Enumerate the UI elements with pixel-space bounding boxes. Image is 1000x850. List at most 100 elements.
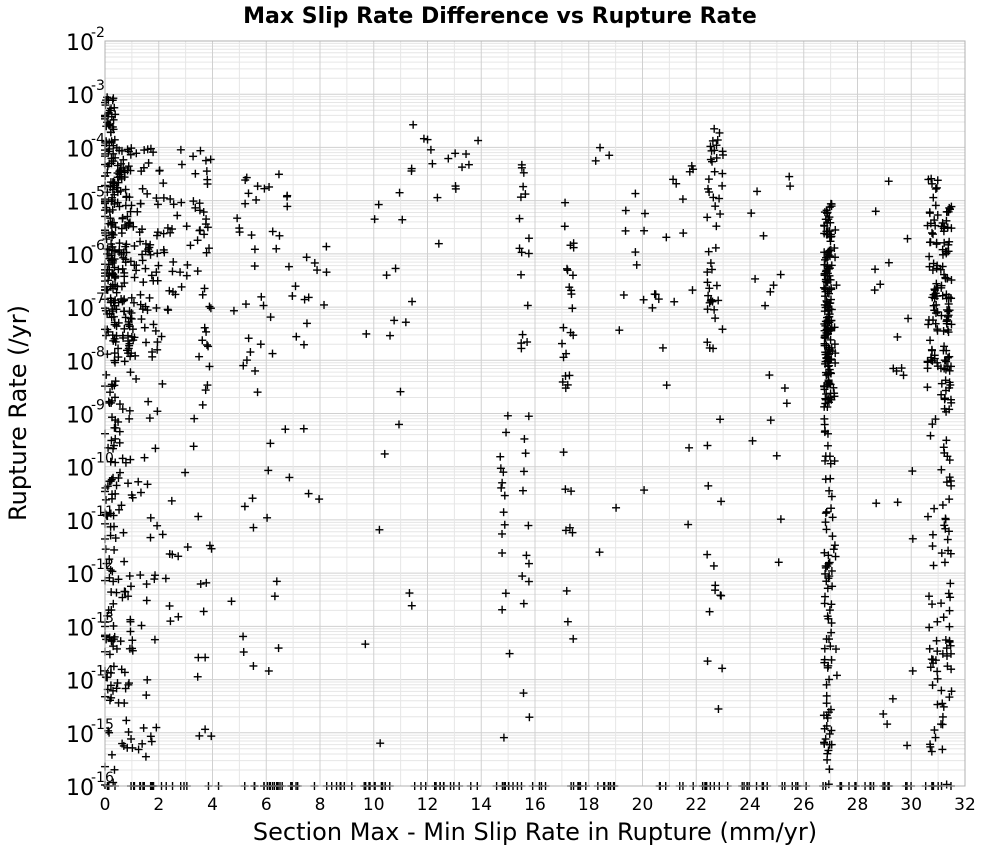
data-point xyxy=(106,668,115,677)
data-point xyxy=(879,709,888,718)
data-point xyxy=(710,146,719,155)
data-point xyxy=(782,399,791,408)
data-point xyxy=(152,268,161,277)
data-point xyxy=(940,364,949,373)
data-point xyxy=(766,416,775,425)
data-point xyxy=(500,491,509,500)
data-point xyxy=(938,712,947,721)
data-point xyxy=(923,221,932,230)
data-point xyxy=(239,632,248,641)
chart-title: Max Slip Rate Difference vs Rupture Rate xyxy=(243,4,757,29)
data-point xyxy=(386,331,395,340)
data-point xyxy=(827,566,836,575)
data-point xyxy=(108,567,117,576)
y-tick-label: 10-16 xyxy=(66,770,114,801)
data-point xyxy=(711,581,720,590)
data-point xyxy=(565,371,574,380)
data-point xyxy=(940,342,949,351)
y-tick-exponent: -4 xyxy=(91,131,105,147)
data-point xyxy=(119,253,128,262)
data-point xyxy=(944,247,953,256)
data-point xyxy=(106,566,115,575)
data-point xyxy=(174,612,183,621)
data-point xyxy=(110,334,119,343)
data-point xyxy=(132,149,141,158)
data-point xyxy=(176,268,185,277)
data-point xyxy=(177,282,186,291)
data-point xyxy=(128,325,137,334)
x-tick-label: 24 xyxy=(739,795,761,815)
data-point xyxy=(200,230,209,239)
data-point xyxy=(119,333,128,342)
data-point xyxy=(288,291,297,300)
data-point xyxy=(107,240,116,249)
data-point xyxy=(134,477,143,486)
data-point xyxy=(409,120,418,129)
data-point xyxy=(928,179,937,188)
data-point xyxy=(563,617,572,626)
data-point xyxy=(253,388,262,397)
data-point xyxy=(120,278,129,287)
data-point xyxy=(137,621,146,630)
data-point xyxy=(776,515,785,524)
data-point xyxy=(202,248,211,257)
data-point xyxy=(714,704,723,713)
data-point xyxy=(124,728,133,737)
data-point xyxy=(164,306,173,315)
data-point xyxy=(639,295,648,304)
data-point xyxy=(908,467,917,476)
x-axis-label: Section Max - Min Slip Rate in Rupture (… xyxy=(253,818,817,846)
data-point xyxy=(153,338,162,347)
data-point xyxy=(370,215,379,224)
data-point xyxy=(521,190,530,199)
data-point xyxy=(458,163,467,172)
data-point xyxy=(942,436,951,445)
data-point xyxy=(830,340,839,349)
data-point xyxy=(108,96,117,105)
data-point xyxy=(122,193,131,202)
data-point xyxy=(282,192,291,201)
data-point xyxy=(828,347,837,356)
data-point xyxy=(904,314,913,323)
y-tick-exponent: -5 xyxy=(91,185,105,201)
data-point xyxy=(106,509,115,518)
data-point xyxy=(820,599,829,608)
y-tick-base: 10 xyxy=(66,723,94,748)
data-point xyxy=(820,644,829,653)
data-point xyxy=(157,332,166,341)
data-point xyxy=(201,156,210,165)
data-point xyxy=(765,371,774,380)
data-point xyxy=(101,545,110,554)
y-axis-ticks: 10-1610-1510-1410-1310-1210-1110-1010-91… xyxy=(66,25,114,801)
data-point xyxy=(521,449,530,458)
x-tick-label: 10 xyxy=(363,795,385,815)
data-point xyxy=(136,199,145,208)
y-tick-exponent: -6 xyxy=(91,238,105,254)
data-point xyxy=(125,414,134,423)
data-point xyxy=(395,188,404,197)
data-point xyxy=(299,424,308,433)
data-point xyxy=(872,499,881,508)
data-point xyxy=(567,487,576,496)
data-point xyxy=(525,713,534,722)
data-point xyxy=(612,503,621,512)
data-point xyxy=(946,362,955,371)
data-point xyxy=(831,253,840,262)
data-point xyxy=(926,238,935,247)
data-point xyxy=(196,579,205,588)
data-point xyxy=(199,208,208,217)
data-point xyxy=(253,182,262,191)
data-point xyxy=(823,329,832,338)
data-point xyxy=(128,646,137,655)
data-point xyxy=(291,282,300,291)
data-point xyxy=(640,226,649,235)
data-point xyxy=(711,314,720,323)
data-point xyxy=(933,700,942,709)
data-point xyxy=(115,400,124,409)
data-point xyxy=(945,636,954,645)
data-point xyxy=(939,443,948,452)
data-point xyxy=(710,124,719,133)
data-point xyxy=(396,387,405,396)
data-point xyxy=(108,307,117,316)
data-point xyxy=(451,149,460,158)
